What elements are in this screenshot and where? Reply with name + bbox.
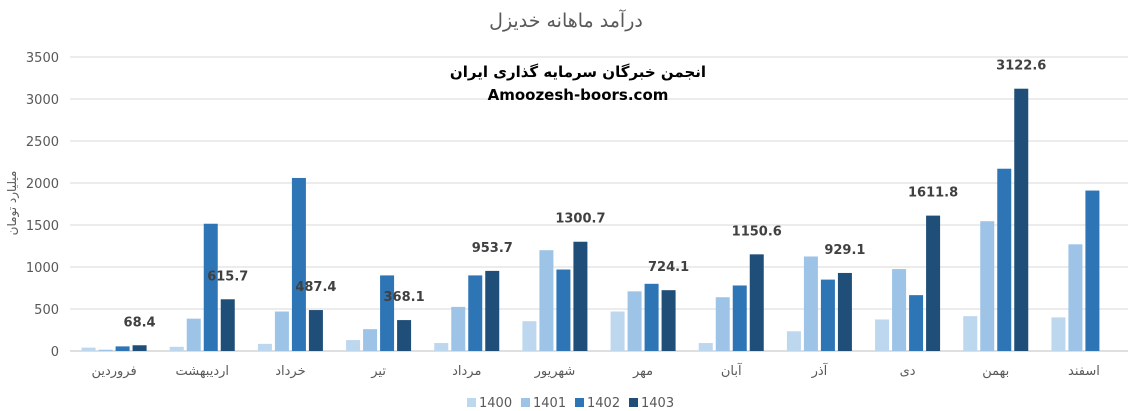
bar-1401-5	[451, 306, 466, 351]
grid	[70, 56, 1128, 352]
bar-1400-6	[522, 321, 537, 351]
data-label: 3122.6	[996, 59, 1046, 74]
y-tick-label: 1500	[26, 219, 59, 234]
chart-title: درآمد ماهانه خدیزل	[489, 8, 643, 32]
bar-1401-6	[539, 250, 554, 351]
bar-1400-1	[81, 347, 96, 351]
bar-1402-2	[203, 223, 218, 351]
y-tick-label: 3000	[26, 93, 59, 108]
bar-1402-1	[115, 346, 130, 351]
legend-swatch	[467, 398, 476, 407]
bar-1403-4	[397, 320, 412, 351]
bar-1402-12	[1085, 190, 1100, 351]
x-category-label: شهریور	[534, 364, 576, 379]
bar-1401-12	[1068, 244, 1083, 351]
x-axis-categories: فروردین اردیبهشت خرداد تیر مرداد شهریور مهر آبا…	[91, 362, 1099, 379]
bar-1403-1	[132, 345, 147, 351]
x-category-label: بهمن	[982, 364, 1009, 379]
bar-1403-10	[926, 215, 941, 351]
bar-1401-10	[892, 269, 907, 351]
data-label: 953.7	[472, 241, 513, 256]
bar-1400-2	[169, 346, 184, 351]
bar-1402-6	[556, 269, 571, 351]
x-category-label: آذر	[811, 362, 829, 379]
bar-1401-3	[274, 311, 289, 351]
y-tick-label: 500	[34, 303, 59, 318]
bar-1400-11	[963, 316, 978, 351]
data-label: 68.4	[124, 315, 156, 330]
bar-1402-10	[909, 295, 924, 351]
y-tick-label: 3500	[26, 51, 59, 66]
data-label: 1150.6	[732, 224, 782, 239]
legend-label: 1402	[587, 396, 620, 411]
bar-1401-4	[363, 329, 378, 351]
legend-label: 1401	[533, 396, 566, 411]
x-category-label: مرداد	[452, 364, 481, 379]
data-label: 1300.7	[555, 212, 605, 227]
bar-1400-3	[257, 343, 272, 351]
bar-1403-6	[573, 241, 588, 351]
data-label: 368.1	[384, 290, 425, 305]
y-axis-ticks: 0 500 1000 1500 2000 2500 3000 3500	[26, 51, 59, 360]
x-category-label: دی	[900, 364, 916, 379]
y-tick-label: 1000	[26, 261, 59, 276]
bar-1402-9	[820, 279, 835, 351]
bar-1401-8	[715, 297, 730, 351]
x-category-label: اسفند	[1068, 364, 1100, 379]
bar-1401-11	[980, 221, 995, 351]
x-category-label: مهر	[632, 364, 653, 379]
legend-label: 1403	[641, 396, 674, 411]
legend-label: 1400	[479, 396, 512, 411]
y-axis-label: میلیارد تومان	[5, 171, 20, 236]
bar-1403-7	[661, 290, 676, 351]
y-tick-label: 2500	[26, 135, 59, 150]
annotation-website: Amoozesh-boors.com	[488, 86, 669, 104]
bar-1403-3	[308, 310, 323, 351]
bar-1400-7	[610, 311, 625, 351]
bar-1401-7	[627, 291, 642, 351]
bar-1402-5	[468, 275, 483, 351]
bar-1400-10	[875, 319, 890, 351]
x-category-label: آبان	[721, 362, 743, 379]
bar-1403-8	[749, 254, 764, 351]
bar-1400-8	[698, 343, 713, 351]
bar-1402-7	[644, 283, 659, 351]
bars	[81, 88, 1100, 351]
data-label: 724.1	[648, 260, 689, 275]
y-tick-label: 0	[51, 345, 59, 360]
bar-1403-2	[220, 299, 235, 351]
x-category-label: تیر	[370, 364, 386, 379]
data-label: 929.1	[824, 243, 865, 258]
bar-1401-9	[803, 256, 818, 351]
bar-1400-4	[346, 340, 361, 351]
bar-1400-5	[434, 343, 449, 351]
legend: 1400 1401 1402 1403	[467, 396, 674, 411]
bar-1401-1	[98, 349, 113, 351]
y-tick-label: 2000	[26, 177, 59, 192]
bar-1403-5	[485, 270, 500, 351]
bar-1400-12	[1051, 317, 1066, 351]
data-label: 615.7	[207, 269, 248, 284]
legend-swatch	[521, 398, 530, 407]
x-category-label: خرداد	[275, 364, 305, 379]
bar-1401-2	[186, 318, 201, 351]
data-label: 487.4	[295, 280, 336, 295]
bar-1402-8	[732, 285, 747, 351]
bar-1403-11	[1014, 88, 1029, 351]
x-category-label: اردیبهشت	[175, 364, 229, 379]
bar-1400-9	[786, 331, 801, 351]
bar-1402-3	[291, 177, 306, 351]
data-label: 1611.8	[908, 186, 958, 201]
legend-swatch	[575, 398, 584, 407]
bar-1402-4	[380, 275, 395, 351]
bar-1403-9	[837, 272, 852, 351]
x-category-label: فروردین	[91, 364, 136, 379]
data-labels: 68.4 615.7 487.4 368.1 953.7 1300.7 724.1 1150.…	[124, 59, 1047, 331]
legend-swatch	[629, 398, 638, 407]
annotation-association-name: انجمن خبرگان سرمایه گذاری ایران	[450, 63, 706, 81]
bar-1402-11	[997, 168, 1012, 351]
